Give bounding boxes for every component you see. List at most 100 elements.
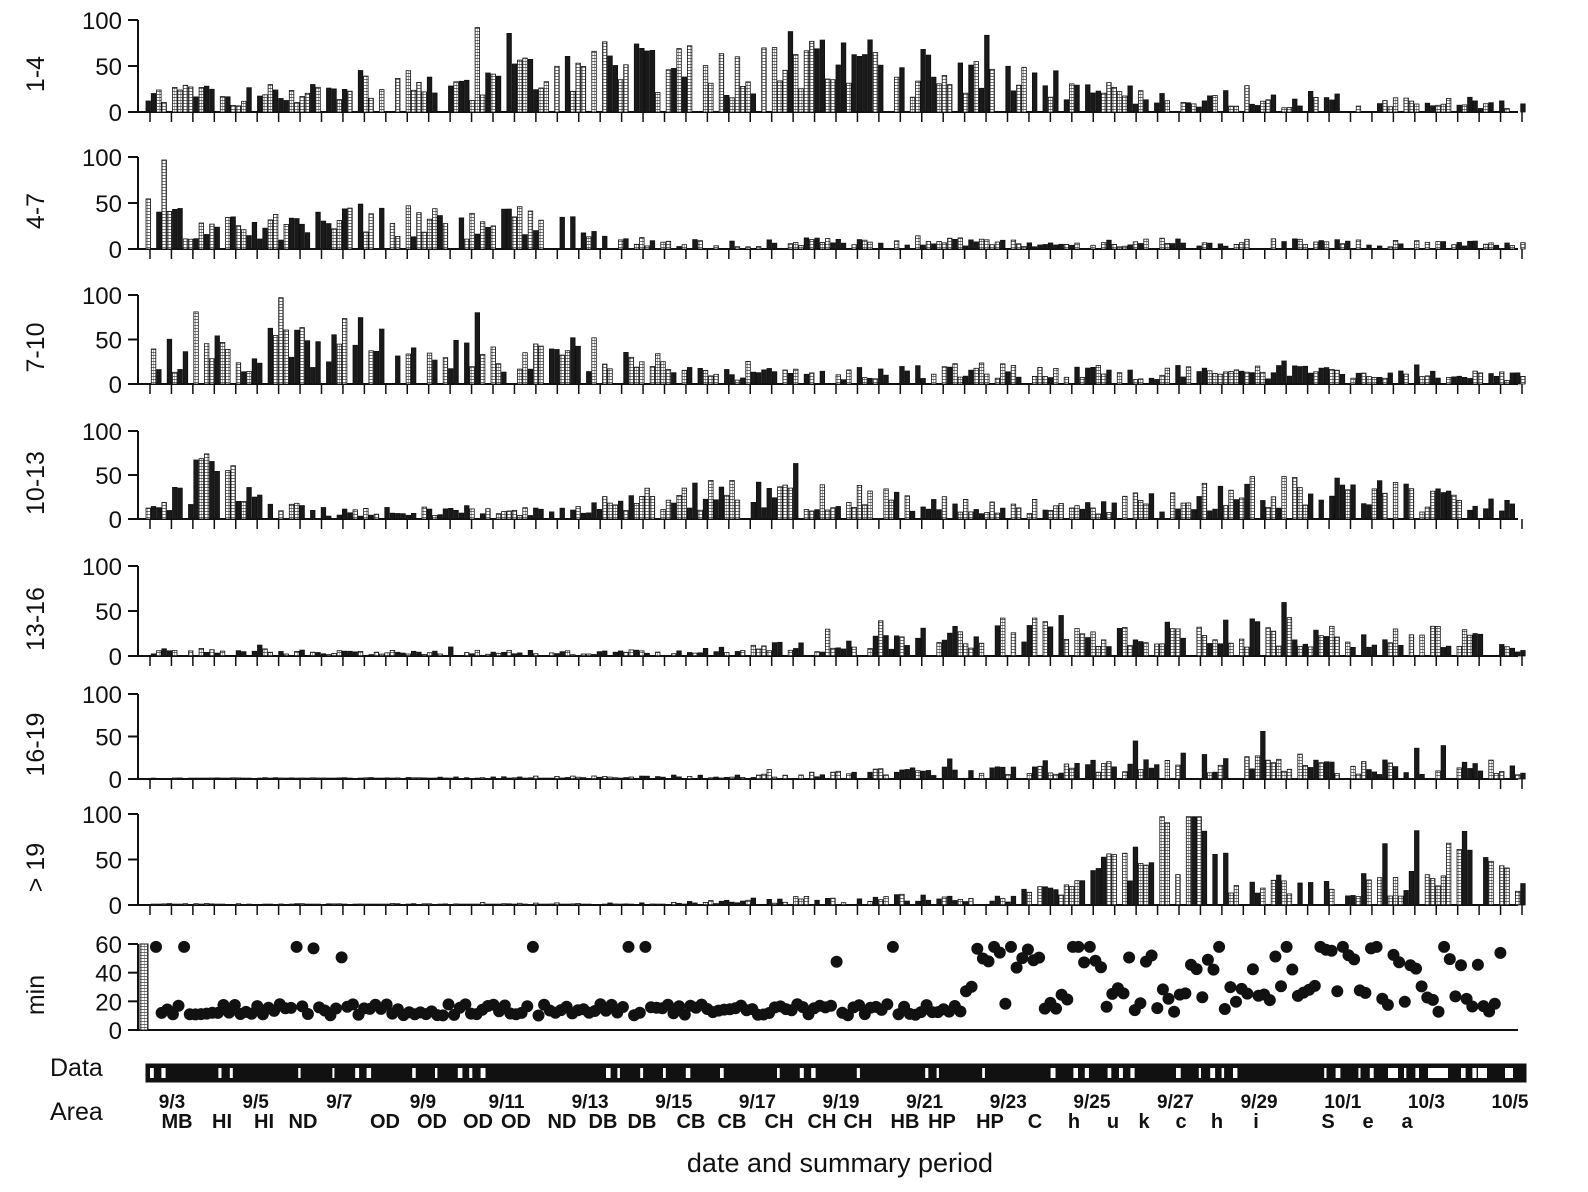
bar bbox=[1085, 84, 1091, 113]
bar bbox=[1467, 849, 1473, 906]
bar bbox=[1281, 880, 1287, 906]
bar bbox=[1515, 774, 1521, 780]
bar bbox=[1308, 372, 1314, 385]
bar bbox=[973, 509, 979, 520]
bar bbox=[745, 81, 751, 113]
bar bbox=[819, 774, 825, 780]
bar bbox=[1042, 509, 1048, 520]
bar bbox=[840, 902, 847, 906]
bar bbox=[469, 366, 475, 385]
bar bbox=[904, 370, 910, 385]
bar bbox=[405, 653, 412, 657]
bar bbox=[1483, 103, 1489, 113]
bar bbox=[856, 56, 863, 113]
panel-label: min bbox=[22, 975, 50, 1015]
data-row-label: Data bbox=[50, 1054, 103, 1082]
bar bbox=[814, 651, 820, 657]
bar bbox=[1000, 239, 1006, 250]
bar bbox=[464, 903, 470, 906]
bar bbox=[1260, 731, 1266, 780]
min-point bbox=[1381, 998, 1394, 1011]
bar bbox=[230, 105, 236, 113]
bar bbox=[219, 341, 226, 385]
bar bbox=[506, 903, 512, 906]
bar bbox=[1260, 371, 1266, 385]
data-gap bbox=[1130, 1068, 1135, 1078]
bar bbox=[1467, 96, 1473, 113]
bar bbox=[1180, 242, 1186, 250]
bar bbox=[1509, 245, 1515, 250]
bar bbox=[1302, 765, 1308, 780]
bar bbox=[1270, 879, 1277, 906]
bar bbox=[161, 903, 167, 906]
bar bbox=[602, 363, 608, 385]
bar bbox=[373, 777, 380, 780]
bar bbox=[421, 654, 427, 657]
bar bbox=[426, 652, 433, 657]
bar bbox=[193, 777, 199, 780]
bar bbox=[1201, 830, 1208, 906]
bar bbox=[1095, 365, 1101, 385]
bar bbox=[596, 776, 603, 780]
bar bbox=[554, 65, 560, 113]
bar bbox=[1053, 367, 1059, 385]
bar bbox=[1010, 90, 1017, 113]
bar bbox=[1170, 628, 1176, 657]
bar bbox=[495, 652, 502, 657]
bar bbox=[1387, 246, 1393, 250]
bar bbox=[1201, 367, 1208, 385]
bar bbox=[1408, 634, 1415, 657]
bar bbox=[697, 367, 703, 385]
bar bbox=[1191, 509, 1197, 520]
bar bbox=[517, 368, 523, 385]
bar bbox=[331, 334, 337, 385]
bar bbox=[602, 41, 608, 113]
bar bbox=[262, 94, 268, 113]
area-label: u bbox=[1107, 1111, 1119, 1133]
bar bbox=[1456, 242, 1462, 250]
bar bbox=[283, 223, 289, 250]
bar bbox=[963, 375, 969, 385]
bar bbox=[453, 903, 459, 906]
data-gap bbox=[1388, 1068, 1398, 1078]
bar bbox=[209, 461, 215, 520]
bar bbox=[1201, 482, 1208, 520]
bar bbox=[1164, 100, 1170, 113]
bar bbox=[803, 896, 810, 906]
bar bbox=[294, 218, 300, 250]
bar bbox=[209, 649, 215, 657]
min-point bbox=[1410, 962, 1422, 975]
bar bbox=[495, 903, 502, 906]
bar bbox=[1504, 867, 1510, 906]
bar bbox=[432, 777, 438, 780]
bar bbox=[1159, 374, 1165, 385]
bar bbox=[1201, 242, 1208, 250]
bar bbox=[368, 350, 374, 385]
bar bbox=[235, 650, 242, 657]
bar bbox=[1446, 645, 1452, 657]
bar bbox=[756, 372, 762, 385]
area-label: HI bbox=[254, 1111, 274, 1133]
bar bbox=[602, 235, 608, 250]
bar bbox=[580, 653, 587, 657]
bar bbox=[644, 50, 650, 113]
bar bbox=[787, 243, 794, 250]
min-point bbox=[521, 1000, 534, 1013]
bar bbox=[1504, 108, 1510, 113]
bar bbox=[1339, 484, 1346, 520]
bar bbox=[506, 208, 512, 250]
bar bbox=[771, 242, 778, 250]
bar bbox=[1010, 632, 1017, 657]
min-point bbox=[965, 980, 978, 993]
bar bbox=[978, 87, 985, 113]
bar bbox=[469, 212, 475, 250]
bar bbox=[607, 776, 613, 780]
bar bbox=[188, 777, 194, 780]
bar bbox=[166, 903, 173, 906]
bar bbox=[559, 354, 565, 385]
bar bbox=[1201, 754, 1208, 780]
bar bbox=[469, 508, 475, 520]
data-row: Data bbox=[50, 1054, 1527, 1083]
bar bbox=[1164, 242, 1170, 250]
data-gap bbox=[1210, 1068, 1216, 1078]
